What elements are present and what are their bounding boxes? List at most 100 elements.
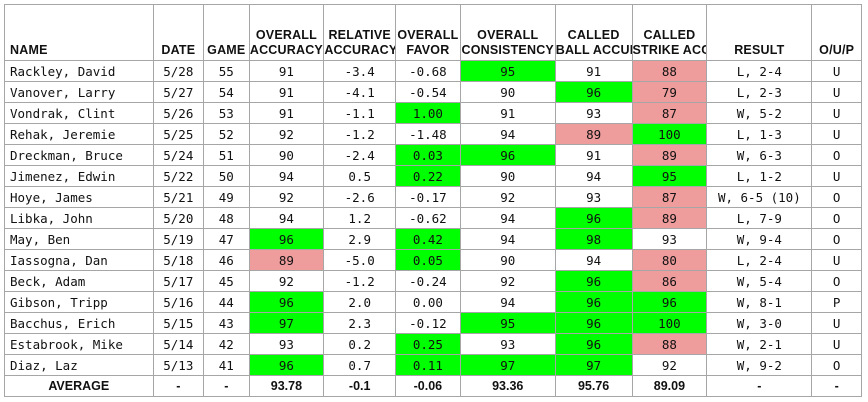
cell-overall-favor: 0.05 xyxy=(395,249,461,271)
cell-overall-favor: -0.54 xyxy=(395,81,461,103)
table-body: Rackley, David 5/28 55 91 -3.4 -0.68 95 91 88 L, … xyxy=(4,60,862,397)
cell-ou: U xyxy=(811,102,862,124)
table-header: NAME DATE GAME OVERALL ACCURACY RELATIVE ACCUR… xyxy=(4,4,862,61)
table-row: Vanover, Larry 5/27 54 91 -4.1 -0.54 90 96 79 L, … xyxy=(4,81,862,103)
cell-overall-consistency: 92 xyxy=(459,186,556,208)
cell-called-strike-accuracy: 89 xyxy=(631,207,708,229)
cell-date: 5/14 xyxy=(152,333,205,355)
cell-date: 5/19 xyxy=(152,228,205,250)
cell-relative-accuracy: 2.3 xyxy=(323,312,397,334)
cell-name: Hoye, James xyxy=(4,186,154,208)
cell-overall-consistency: 94 xyxy=(459,228,556,250)
cell-overall-accuracy: 92 xyxy=(248,270,325,292)
cell-name: Vondrak, Clint xyxy=(4,102,154,124)
cell-relative-accuracy: -1.2 xyxy=(323,123,397,145)
cell-name: Jimenez, Edwin xyxy=(4,165,154,187)
cell-ou: O xyxy=(811,207,862,229)
cell-overall-accuracy: 96 xyxy=(248,354,325,376)
cell-date: 5/21 xyxy=(152,186,205,208)
cell-overall-favor: -0.68 xyxy=(395,60,461,82)
cell-overall-accuracy: 92 xyxy=(248,186,325,208)
cell-overall-consistency: 94 xyxy=(459,291,556,313)
cell-ou: U xyxy=(811,333,862,355)
column-header-date: DATE xyxy=(152,4,205,61)
cell-overall-favor: 0.03 xyxy=(395,144,461,166)
cell-overall-consistency: 91 xyxy=(459,102,556,124)
cell-called-strike-accuracy: 88 xyxy=(631,333,708,355)
cell-relative-accuracy: 1.2 xyxy=(323,207,397,229)
cell-called-ball-accuracy: 96 xyxy=(554,333,633,355)
cell-overall-consistency: 97 xyxy=(459,354,556,376)
cell-game: 49 xyxy=(203,186,250,208)
cell-overall-accuracy: 92 xyxy=(248,123,325,145)
cell-overall-accuracy: 90 xyxy=(248,144,325,166)
table-row: Diaz, Laz 5/13 41 96 0.7 0.11 97 97 92 W, 9-2 O xyxy=(4,354,862,376)
cell-game: 43 xyxy=(203,312,250,334)
cell-game: 46 xyxy=(203,249,250,271)
cell-result: L, 1-3 xyxy=(706,123,813,145)
table-row: Vondrak, Clint 5/26 53 91 -1.1 1.00 91 93 87 W, 5… xyxy=(4,102,862,124)
cell-called-strike-accuracy: 100 xyxy=(631,123,708,145)
cell-result: W, 6-5 (10) xyxy=(706,186,813,208)
cell-date: 5/24 xyxy=(152,144,205,166)
cell-overall-favor: 0.00 xyxy=(395,291,461,313)
average-overall-consistency: 93.36 xyxy=(459,375,556,397)
cell-ou: O xyxy=(811,354,862,376)
cell-ou: U xyxy=(811,123,862,145)
cell-called-ball-accuracy: 89 xyxy=(554,123,633,145)
cell-overall-accuracy: 97 xyxy=(248,312,325,334)
cell-relative-accuracy: 2.9 xyxy=(323,228,397,250)
cell-overall-favor: -1.48 xyxy=(395,123,461,145)
cell-called-strike-accuracy: 92 xyxy=(631,354,708,376)
cell-overall-consistency: 96 xyxy=(459,144,556,166)
table-row: Jimenez, Edwin 5/22 50 94 0.5 0.22 90 94 95 L, 1-… xyxy=(4,165,862,187)
table-row: Beck, Adam 5/17 45 92 -1.2 -0.24 92 96 86 W, 5-4 O xyxy=(4,270,862,292)
average-name: AVERAGE xyxy=(4,375,154,397)
cell-overall-accuracy: 94 xyxy=(248,207,325,229)
cell-overall-consistency: 92 xyxy=(459,270,556,292)
cell-called-ball-accuracy: 96 xyxy=(554,291,633,313)
cell-overall-favor: 1.00 xyxy=(395,102,461,124)
cell-result: L, 7-9 xyxy=(706,207,813,229)
cell-overall-favor: -0.62 xyxy=(395,207,461,229)
average-ou: - xyxy=(811,375,862,397)
cell-overall-consistency: 95 xyxy=(459,60,556,82)
cell-ou: U xyxy=(811,165,862,187)
cell-overall-favor: 0.25 xyxy=(395,333,461,355)
column-header-overall-accuracy: OVERALL ACCURACY xyxy=(248,4,325,61)
cell-overall-favor: 0.11 xyxy=(395,354,461,376)
cell-game: 48 xyxy=(203,207,250,229)
cell-called-strike-accuracy: 88 xyxy=(631,60,708,82)
cell-overall-consistency: 93 xyxy=(459,333,556,355)
table-row: Dreckman, Bruce 5/24 51 90 -2.4 0.03 96 91 89 W, … xyxy=(4,144,862,166)
average-game: - xyxy=(203,375,250,397)
table-row: Estabrook, Mike 5/14 42 93 0.2 0.25 93 96 88 W, 2… xyxy=(4,333,862,355)
cell-overall-accuracy: 89 xyxy=(248,249,325,271)
cell-name: Libka, John xyxy=(4,207,154,229)
cell-relative-accuracy: 0.5 xyxy=(323,165,397,187)
average-called-ball-accuracy: 95.76 xyxy=(554,375,633,397)
cell-called-ball-accuracy: 98 xyxy=(554,228,633,250)
cell-relative-accuracy: -5.0 xyxy=(323,249,397,271)
cell-result: L, 2-4 xyxy=(706,60,813,82)
cell-date: 5/22 xyxy=(152,165,205,187)
umpire-table-container: NAME DATE GAME OVERALL ACCURACY RELATIVE ACCUR… xyxy=(4,4,862,397)
cell-overall-accuracy: 91 xyxy=(248,81,325,103)
cell-called-ball-accuracy: 94 xyxy=(554,165,633,187)
cell-called-strike-accuracy: 86 xyxy=(631,270,708,292)
cell-called-strike-accuracy: 80 xyxy=(631,249,708,271)
cell-game: 47 xyxy=(203,228,250,250)
column-header-overall-consistency: OVERALL CONSISTENCY xyxy=(459,4,556,61)
cell-result: W, 5-2 xyxy=(706,102,813,124)
cell-result: W, 6-3 xyxy=(706,144,813,166)
cell-overall-accuracy: 93 xyxy=(248,333,325,355)
cell-result: W, 5-4 xyxy=(706,270,813,292)
cell-result: W, 2-1 xyxy=(706,333,813,355)
cell-relative-accuracy: -1.1 xyxy=(323,102,397,124)
cell-result: L, 2-4 xyxy=(706,249,813,271)
column-header-game: GAME xyxy=(203,4,250,61)
cell-name: Estabrook, Mike xyxy=(4,333,154,355)
cell-called-strike-accuracy: 96 xyxy=(631,291,708,313)
cell-date: 5/15 xyxy=(152,312,205,334)
